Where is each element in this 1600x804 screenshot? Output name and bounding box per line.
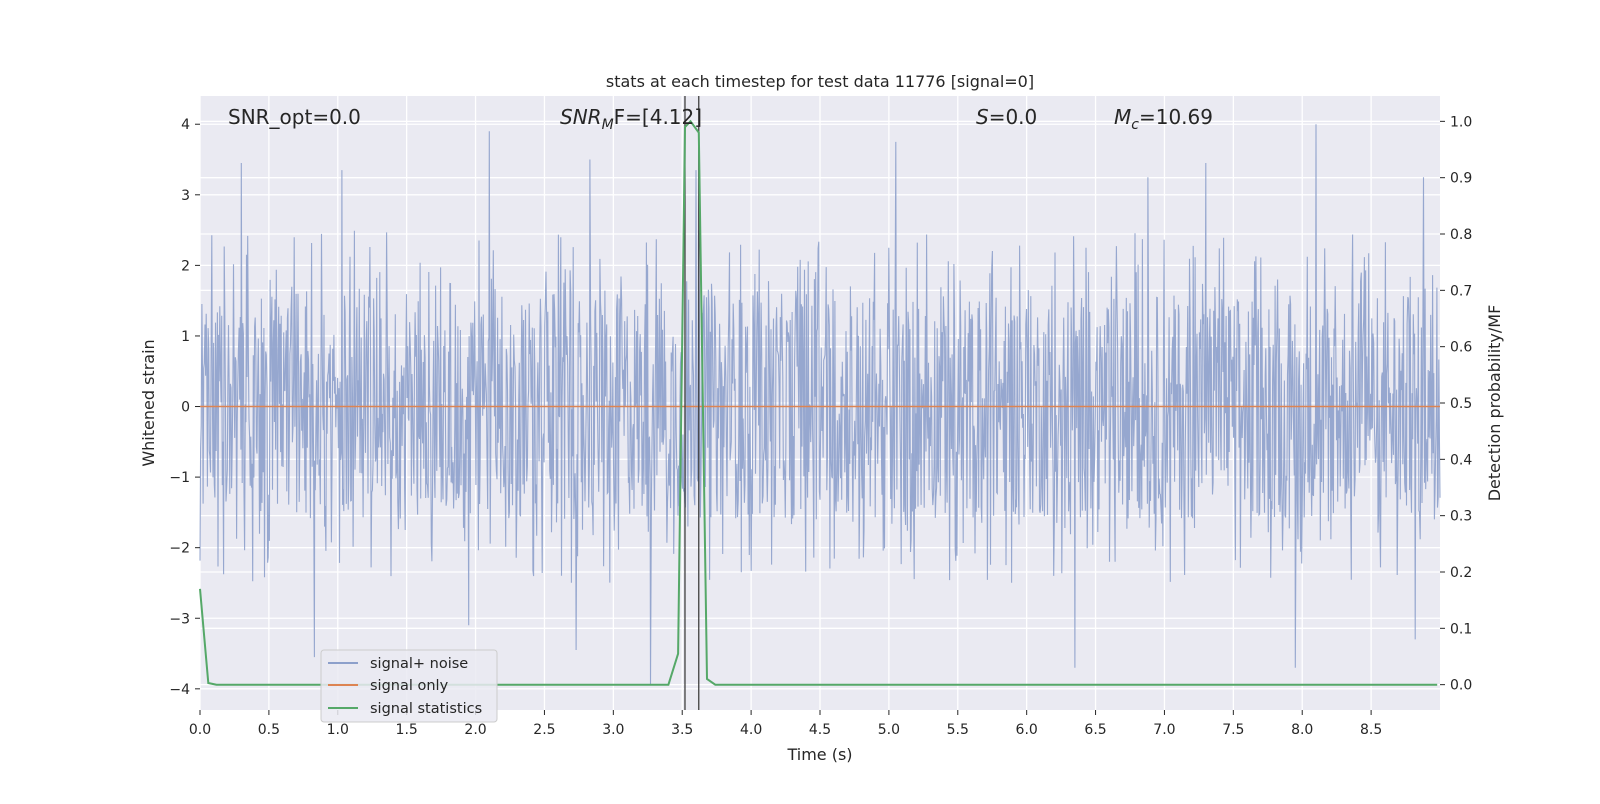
x-tick-label: 4.5 bbox=[809, 722, 831, 738]
annotation-snr-opt: SNR_opt=0.0 bbox=[228, 105, 361, 129]
x-tick-label: 2.0 bbox=[464, 722, 486, 738]
x-tick-label: 3.5 bbox=[671, 722, 693, 738]
y-right-tick-label: 0.3 bbox=[1450, 509, 1472, 525]
annotation-snr-mf-sub: M bbox=[602, 117, 614, 133]
series-line-signal-noise bbox=[199, 124, 1441, 686]
annotation-mc: Mc=10.69 bbox=[1114, 105, 1213, 133]
y-left-tick-label: 2 bbox=[181, 258, 190, 274]
legend: signal+ noise signal only signal statist… bbox=[320, 649, 498, 723]
y-right-tick-label: 0.2 bbox=[1450, 565, 1472, 581]
x-tick-label: 5.0 bbox=[878, 722, 900, 738]
legend-box bbox=[320, 649, 498, 723]
annotation-snr-mf: SNRMF=[4.12] bbox=[560, 105, 702, 133]
y-right-tick-label: 0.9 bbox=[1450, 171, 1472, 187]
annotation-s: S=0.0 bbox=[976, 105, 1037, 129]
x-tick-label: 3.0 bbox=[602, 722, 624, 738]
annotation-s-rest: =0.0 bbox=[989, 105, 1038, 129]
grid-lines bbox=[199, 96, 1440, 710]
annotation-snr-mf-rest: F=[4.12] bbox=[614, 105, 702, 129]
signal-noise-series bbox=[199, 124, 1441, 686]
right-y-axis: 1.0 0.9 0.8 0.7 0.6 0.5 0.4 0.3 0.2 0.1 0.0 bbox=[1440, 114, 1472, 694]
y-left-tick-label: −4 bbox=[169, 682, 190, 698]
y-left-tick-label: 1 bbox=[181, 329, 190, 345]
y-right-tick-label: 1.0 bbox=[1450, 114, 1472, 130]
annotation-s-italic: S bbox=[976, 105, 989, 129]
chart-title: stats at each timestep for test data 117… bbox=[606, 72, 1034, 91]
x-tick-label: 7.5 bbox=[1222, 722, 1244, 738]
series-line-signal-statistics bbox=[199, 119, 1438, 686]
x-tick-label: 4.0 bbox=[740, 722, 762, 738]
x-axis-label: Time (s) bbox=[786, 745, 852, 764]
y-left-tick-label: −3 bbox=[169, 611, 190, 627]
left-y-axis: 4 3 2 1 0 −1 −2 −3 −4 bbox=[169, 117, 200, 698]
x-tick-label: 6.5 bbox=[1084, 722, 1106, 738]
legend-label-signal-only: signal only bbox=[370, 678, 449, 694]
x-tick-label: 8.5 bbox=[1360, 722, 1382, 738]
y-left-tick-label: 3 bbox=[181, 188, 190, 204]
annotation-mc-rest: =10.69 bbox=[1139, 105, 1213, 129]
x-tick-label: 5.5 bbox=[947, 722, 969, 738]
y-right-tick-label: 0.6 bbox=[1450, 340, 1472, 356]
x-tick-label: 1.0 bbox=[327, 722, 349, 738]
y-right-tick-label: 0.0 bbox=[1450, 678, 1472, 694]
x-tick-label: 0.5 bbox=[258, 722, 280, 738]
x-tick-label: 8.0 bbox=[1291, 722, 1313, 738]
y-right-tick-label: 0.1 bbox=[1450, 621, 1472, 637]
x-tick-label: 7.0 bbox=[1153, 722, 1175, 738]
x-tick-label: 0.0 bbox=[189, 722, 211, 738]
legend-label-signal-statistics: signal statistics bbox=[370, 701, 482, 717]
right-y-axis-label: Detection probability/MF bbox=[1485, 305, 1504, 502]
signal-statistics-series bbox=[199, 119, 1438, 686]
x-tick-label: 2.5 bbox=[533, 722, 555, 738]
y-right-tick-label: 0.5 bbox=[1450, 396, 1472, 412]
y-right-tick-label: 0.7 bbox=[1450, 283, 1472, 299]
x-tick-label: 6.0 bbox=[1016, 722, 1038, 738]
annotation-mc-sub: c bbox=[1131, 117, 1139, 133]
x-tick-label: 1.5 bbox=[396, 722, 418, 738]
y-right-tick-label: 0.8 bbox=[1450, 227, 1472, 243]
annotation-mc-main: M bbox=[1114, 105, 1131, 129]
x-axis: 0.0 0.5 1.0 1.5 2.0 2.5 3.0 3.5 4.0 4.5 5.0 5.5 6.0 6… bbox=[189, 710, 1382, 738]
annotation-snr-mf-main: SNR bbox=[560, 105, 602, 129]
legend-label-signal-noise: signal+ noise bbox=[370, 656, 468, 672]
y-left-tick-label: −1 bbox=[169, 470, 190, 486]
y-right-tick-label: 0.4 bbox=[1450, 452, 1472, 468]
y-left-tick-label: 0 bbox=[181, 400, 190, 416]
y-left-tick-label: −2 bbox=[169, 541, 190, 557]
left-y-axis-label: Whitened strain bbox=[139, 339, 158, 466]
y-left-tick-label: 4 bbox=[181, 117, 190, 133]
